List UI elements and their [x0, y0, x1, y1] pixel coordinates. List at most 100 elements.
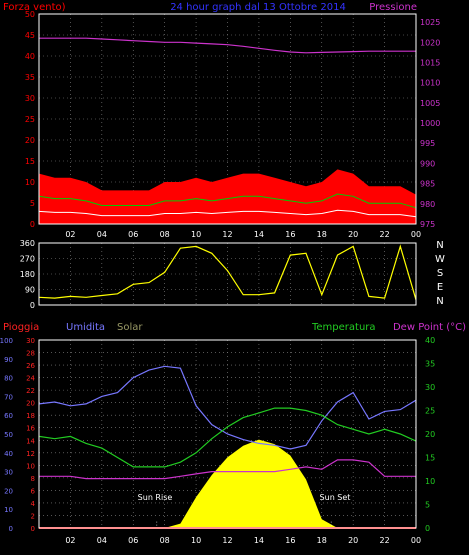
y-tick-label: 360 — [20, 239, 35, 248]
y-tick-label: 270 — [20, 255, 35, 264]
y-tick-label: 50 — [25, 10, 35, 19]
y-tick-label: 40 — [425, 336, 435, 345]
y-tick-label: 980 — [420, 200, 435, 209]
y-tick-label: 1005 — [420, 99, 440, 108]
y-tick-label: 100 — [0, 337, 13, 345]
y-tick-label: 50 — [4, 431, 13, 439]
y-tick-label: 30 — [26, 337, 35, 345]
x-tick-label: 00 — [411, 536, 421, 545]
y-tick-label: 22 — [26, 387, 35, 395]
x-tick-label: 20 — [348, 230, 358, 239]
x-tick-label: 10 — [191, 536, 201, 545]
climate-panel: Pioggia Umidita Solar Temperatura Dew Po… — [0, 322, 466, 545]
y-tick-label: 6 — [31, 487, 36, 495]
x-tick-label: 20 — [348, 536, 358, 545]
y-tick-label: 90 — [25, 286, 35, 295]
y-tick-label: 20 — [26, 400, 35, 408]
humidity-label: Umidita — [66, 322, 105, 333]
y-tick-label: 4 — [31, 500, 36, 508]
y-tick-label: 26 — [26, 362, 35, 370]
y-tick-label: 1015 — [420, 58, 440, 67]
chart-title: 24 hour graph dal 13 Ottobre 2014 — [170, 2, 346, 13]
y-tick-label: 35 — [425, 360, 435, 369]
x-axis-ticks: 02 04 06 08 10 12 14 16 18 20 22 00 — [65, 536, 421, 545]
grid-lines — [39, 243, 416, 305]
x-tick-label: 06 — [128, 230, 138, 239]
x-tick-label: 14 — [254, 536, 264, 545]
x-tick-label: 18 — [317, 536, 327, 545]
temperature-label: Temperatura — [311, 322, 376, 333]
plot-area — [38, 37, 417, 224]
compass-label: S — [437, 268, 443, 279]
wind-pressure-panel: Forza vento) 24 hour graph dal 13 Ottobr… — [3, 2, 440, 239]
x-tick-label: 02 — [65, 230, 75, 239]
y-tick-label: 990 — [420, 159, 435, 168]
y-tick-label: 8 — [31, 475, 35, 483]
x-tick-label: 02 — [65, 536, 75, 545]
y-tick-label: 25 — [425, 407, 435, 416]
y-tick-label: 45 — [25, 31, 35, 40]
compass-label: N — [436, 240, 443, 251]
dew-point-label: Dew Point (°C) — [393, 322, 466, 333]
y-tick-label: 10 — [26, 462, 35, 470]
y-tick-label: 1025 — [420, 18, 440, 27]
x-tick-label: 10 — [191, 230, 201, 239]
wind-speed-label: Forza vento) — [3, 2, 66, 13]
y-tick-label: 30 — [25, 94, 35, 103]
x-tick-label: 04 — [97, 230, 107, 239]
plot-frame — [38, 13, 417, 225]
y-tick-label: 20 — [425, 430, 435, 439]
x-tick-label: 08 — [160, 230, 170, 239]
x-tick-label: 12 — [222, 230, 232, 239]
y-tick-label: 60 — [4, 412, 13, 420]
solar-area — [39, 439, 416, 528]
y-tick-label: 10 — [4, 506, 13, 514]
y-axis-ticks: 0 90 180 270 360 — [20, 239, 35, 310]
x-tick-label: 12 — [222, 536, 232, 545]
rain-label: Pioggia — [3, 322, 39, 333]
y-tick-label: 0 — [9, 525, 13, 533]
y-tick-label: 14 — [26, 437, 35, 445]
y-tick-label: 10 — [425, 477, 435, 486]
y-tick-label: 1000 — [420, 119, 440, 128]
y-tick-label: 30 — [4, 469, 13, 477]
humidity-line — [38, 365, 417, 450]
x-tick-label: 08 — [160, 536, 170, 545]
compass-label: E — [437, 282, 443, 293]
x-tick-label: 16 — [285, 536, 295, 545]
wind-average-line — [38, 193, 417, 209]
y-tick-label: 24 — [26, 375, 35, 383]
y-tick-label: 0 — [31, 525, 35, 533]
solar-label: Solar — [117, 322, 143, 333]
wind-low-line — [38, 209, 417, 218]
y-tick-label: 1010 — [420, 79, 440, 88]
y-tick-label: 90 — [4, 356, 13, 364]
y-tick-label: 30 — [425, 383, 435, 392]
y-tick-label: 20 — [25, 136, 35, 145]
dew-point-line — [39, 459, 416, 480]
plot-area — [38, 244, 417, 300]
y-tick-label: 16 — [26, 425, 35, 433]
sunrise-annotation: Sun Rise — [138, 493, 173, 502]
compass-label: W — [435, 254, 445, 265]
x-axis-ticks: 02 04 06 08 10 12 14 16 18 20 22 00 — [65, 230, 421, 239]
x-tick-label: 16 — [285, 230, 295, 239]
y-tick-label: 0 — [30, 220, 35, 229]
y-tick-label: 5 — [30, 199, 35, 208]
x-tick-label: 04 — [97, 536, 107, 545]
y-tick-label: 70 — [4, 393, 13, 401]
y-tick-label: 985 — [420, 180, 435, 189]
y-tick-label: 25 — [25, 115, 35, 124]
y-tick-label: 10 — [25, 178, 35, 187]
x-tick-label: 22 — [379, 536, 389, 545]
y-axis-left-ticks: 0 5 10 15 20 25 30 35 40 45 50 — [25, 10, 35, 229]
temperature-line — [38, 407, 417, 468]
y-axis-humidity-ticks: 0 10 20 30 40 50 60 70 80 90 100 — [0, 337, 13, 533]
y-tick-label: 15 — [25, 157, 35, 166]
y-axis-temperature-ticks: 0 5 10 15 20 25 30 35 40 — [425, 336, 435, 533]
y-axis-right-ticks: 975 980 985 990 995 1000 1005 1010 1015 1020 1025 — [420, 18, 440, 229]
